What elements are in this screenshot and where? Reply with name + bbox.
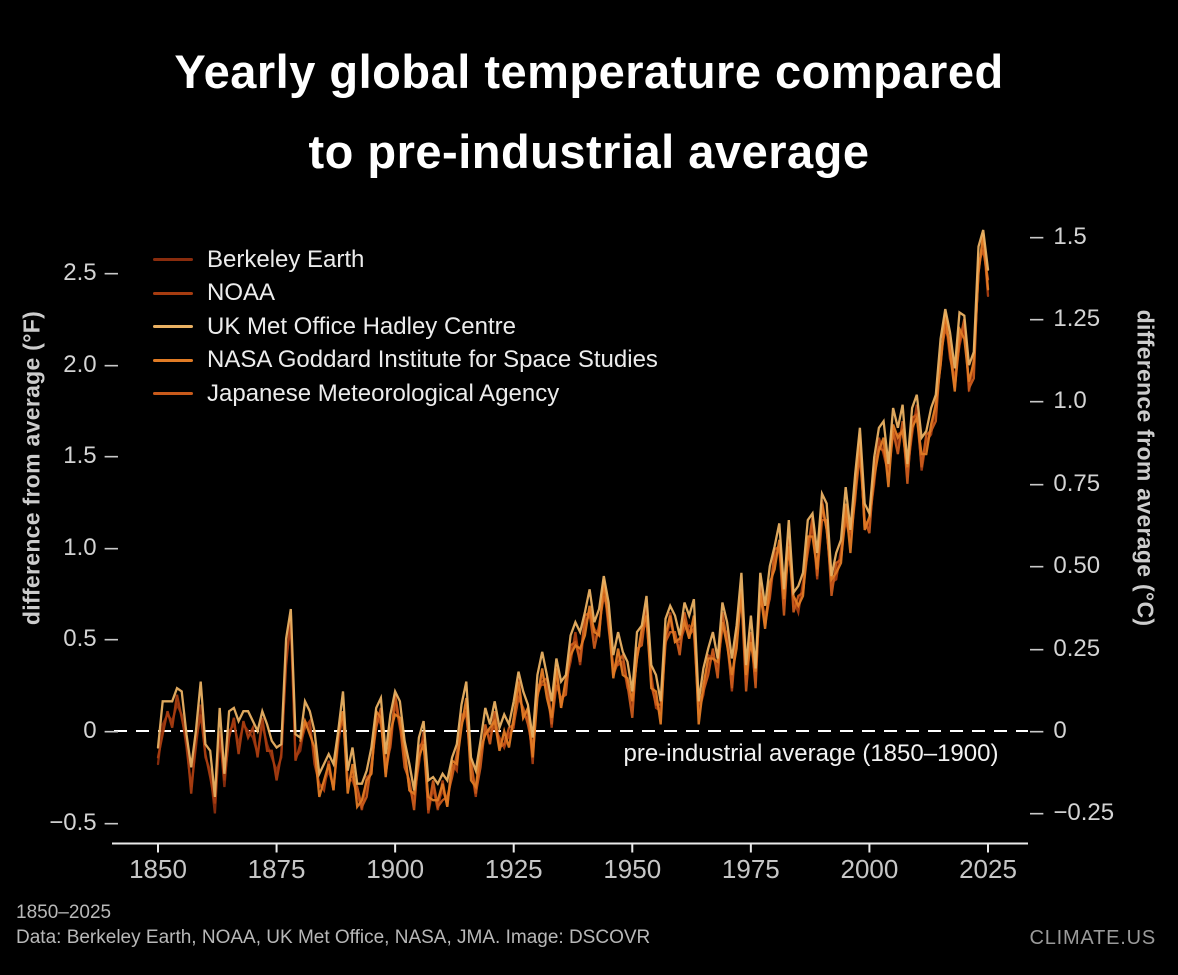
y-tick-c-−0.25: −0.25: [1030, 799, 1114, 827]
footer-year-range: 1850–2025: [16, 902, 112, 923]
x-tick-1875: 1875: [247, 854, 306, 884]
legend-label: NASA Goddard Institute for Space Studies: [207, 346, 658, 374]
chart-legend: Berkeley Earth NOAA UK Met Office Hadley C…: [153, 243, 658, 411]
x-tick-1975: 1975: [721, 854, 780, 884]
legend-swatch-line: [153, 291, 193, 295]
y-tick-f-2.0: 2.0: [0, 351, 118, 379]
x-tick-1900: 1900: [366, 854, 425, 884]
legend-label: Berkeley Earth: [207, 245, 365, 273]
x-tick-2025: 2025: [959, 854, 1017, 884]
legend-item-berkeley-earth: Berkeley Earth: [153, 243, 658, 277]
y-tick-f-2.5: 2.5: [0, 259, 118, 287]
y-axis-label-celsius: difference from average (°C): [1132, 309, 1159, 627]
y-tick-f-0.5: 0.5: [0, 625, 118, 653]
x-tick-1925: 1925: [484, 854, 543, 884]
y-tick-f-1.5: 1.5: [0, 442, 118, 470]
legend-swatch-line: [153, 258, 193, 262]
chart-title-line2: to pre-industrial average: [308, 125, 870, 178]
y-tick-c-1.5: 1.5: [1030, 223, 1086, 251]
y-tick-c-0.25: 0.25: [1030, 635, 1100, 663]
y-tick-f-1.0: 1.0: [0, 534, 118, 562]
x-tick-2000: 2000: [840, 854, 899, 884]
y-tick-c-1.0: 1.0: [1030, 387, 1086, 415]
legend-label: NOAA: [207, 279, 276, 307]
y-axis-label-fahrenheit: difference from average (°F): [18, 310, 45, 626]
series-line-uk-met-office-hadley-centre: [156, 229, 990, 798]
legend-label: Japanese Meteorological Agency: [207, 379, 560, 407]
footer-data-credits: Data: Berkeley Earth, NOAA, UK Met Offic…: [16, 927, 651, 948]
legend-item-nasa-goddard-institute-for-space-studies: NASA Goddard Institute for Space Studies: [153, 344, 658, 378]
legend-item-noaa: NOAA: [153, 277, 658, 311]
baseline-annotation: pre-industrial average (1850–1900): [623, 740, 999, 767]
legend-swatch-line: [153, 325, 193, 329]
footer: 1850–2025 Data: Berkeley Earth, NOAA, UK…: [16, 900, 650, 950]
y-tick-c-0.75: 0.75: [1030, 470, 1100, 498]
y-tick-c-0: 0: [1030, 717, 1066, 745]
y-tick-c-1.25: 1.25: [1030, 305, 1100, 333]
legend-swatch-line: [153, 392, 193, 396]
y-tick-f-0: 0: [0, 717, 118, 745]
x-tick-1850: 1850: [129, 854, 187, 884]
legend-swatch-line: [153, 358, 193, 362]
x-tick-1950: 1950: [603, 854, 662, 884]
legend-item-japanese-meteorological-agency: Japanese Meteorological Agency: [153, 377, 658, 411]
y-tick-c-0.50: 0.50: [1030, 552, 1100, 580]
legend-label: UK Met Office Hadley Centre: [207, 312, 517, 340]
chart-title-line1: Yearly global temperature compared: [174, 45, 1004, 98]
y-tick-f-−0.5: −0.5: [0, 809, 118, 837]
legend-item-uk-met-office-hadley-centre: UK Met Office Hadley Centre: [153, 310, 658, 344]
chart-title: Yearly global temperature compared to pr…: [0, 32, 1178, 192]
footer-brand: CLIMATE.US: [1029, 927, 1156, 949]
